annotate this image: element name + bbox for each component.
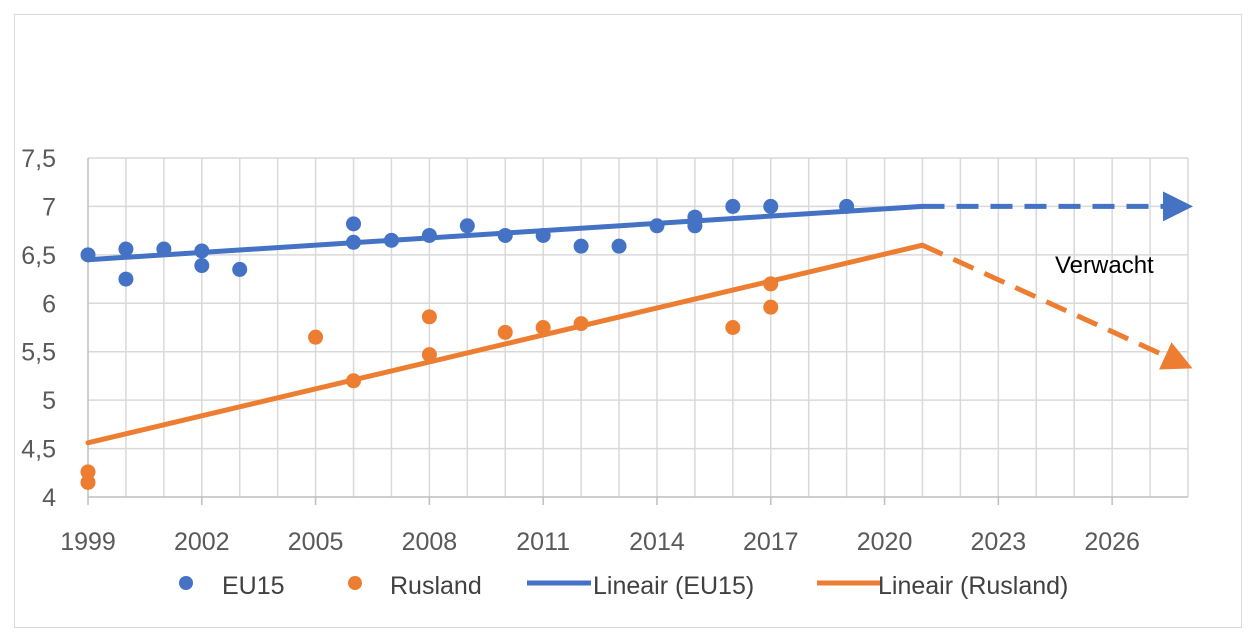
data-point: [194, 258, 210, 274]
data-point: [118, 241, 134, 257]
data-point: [535, 227, 551, 243]
legend-label: Lineair (EU15): [593, 572, 754, 600]
data-point: [156, 241, 172, 257]
data-point: [649, 218, 665, 234]
axes: [87, 158, 1188, 505]
data-point: [118, 271, 134, 287]
y-tick-label: 6,5: [21, 242, 56, 270]
x-tick-label: 2020: [857, 528, 913, 556]
x-tick-label: 1999: [60, 528, 116, 556]
data-point: [725, 198, 741, 214]
data-point: [687, 218, 703, 234]
trend-lines: [85, 191, 1193, 446]
x-tick-label: 2005: [288, 528, 344, 556]
data-point: [346, 216, 362, 232]
x-tick-label: 2011: [516, 528, 570, 556]
data-point: [346, 234, 362, 250]
data-point: [421, 227, 437, 243]
legend-label: EU15: [222, 572, 285, 600]
data-point: [194, 243, 210, 259]
y-tick-label: 4,5: [21, 436, 56, 464]
data-points: [80, 198, 855, 490]
x-axis-ticks: 1999 2002 2005 2008 2011 2014 2017 2020 2023 2026: [60, 528, 1140, 556]
x-tick-label: 2014: [629, 528, 685, 556]
data-point: [839, 198, 855, 214]
data-point: [611, 238, 627, 254]
x-tick-label: 2017: [743, 528, 799, 556]
data-point: [573, 316, 589, 332]
y-tick-label: 7: [42, 193, 56, 221]
x-tick-label: 2008: [402, 528, 458, 556]
data-point: [459, 218, 475, 234]
x-tick-label: 2002: [174, 528, 230, 556]
x-tick-label: 2023: [971, 528, 1027, 556]
chart-frame: [14, 14, 1242, 628]
data-point: [80, 474, 96, 490]
data-point: [346, 373, 362, 389]
data-point: [497, 227, 513, 243]
y-tick-label: 5: [42, 387, 56, 415]
data-point: [535, 320, 551, 335]
data-point: [308, 329, 324, 345]
y-tick-label: 5,5: [21, 339, 56, 367]
gridlines: [88, 157, 1189, 497]
data-point: [763, 276, 779, 292]
legend-marker: [179, 576, 193, 590]
data-point: [80, 247, 96, 263]
y-axis-ticks: 4 4,5 5 5,5 6 6,5 7 7,5: [21, 145, 56, 512]
data-point: [573, 238, 589, 254]
data-point: [763, 299, 779, 315]
data-point: [763, 198, 779, 214]
trend-line: [85, 242, 925, 446]
data-point: [725, 320, 741, 335]
y-tick-label: 7,5: [21, 145, 56, 173]
data-point: [421, 309, 437, 325]
legend-label: Rusland: [390, 572, 482, 600]
y-tick-label: 6: [42, 290, 56, 318]
y-tick-label: 4: [42, 484, 56, 512]
data-point: [232, 261, 248, 277]
data-point: [497, 324, 513, 340]
data-point: [421, 347, 437, 363]
data-point: [383, 232, 399, 248]
legend-marker: [348, 576, 362, 590]
legend-label: Lineair (Rusland): [878, 572, 1068, 600]
x-tick-label: 2026: [1084, 528, 1140, 556]
data-point: [80, 464, 96, 480]
legend: EU15 Rusland Lineair (EU15) Lineair (Ruslan…: [179, 572, 1068, 600]
annotation-verwacht: Verwacht: [1055, 252, 1154, 279]
projection-arrow: [921, 242, 1193, 370]
